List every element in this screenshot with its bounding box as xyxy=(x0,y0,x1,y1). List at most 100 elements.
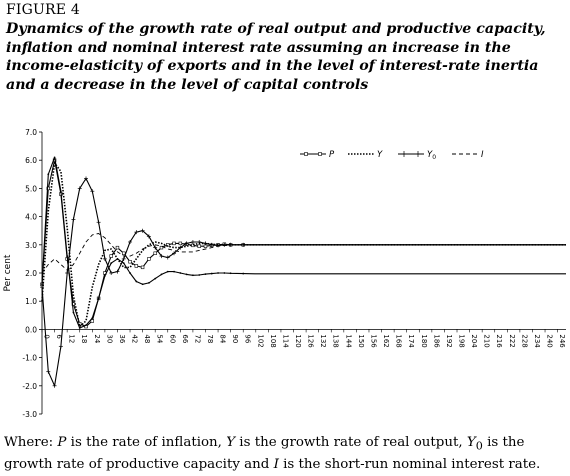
data-point xyxy=(129,272,131,274)
y-tick-label: 2.0 xyxy=(25,269,37,278)
data-point-p xyxy=(109,254,113,258)
legend-item-y0: Y0 xyxy=(398,150,436,161)
data-point xyxy=(229,272,232,275)
x-tick-label: 48 xyxy=(143,334,151,343)
series-i xyxy=(41,233,566,274)
footnote-p-text: is the rate of inflation, xyxy=(66,435,227,450)
series-lower xyxy=(41,156,566,329)
footnote-prefix: Where: xyxy=(4,435,58,450)
x-tick-label: 6 xyxy=(55,334,63,339)
x-tick-label: 246 xyxy=(558,334,566,348)
x-tick-label: 204 xyxy=(470,334,478,348)
footnote-y-text: is the growth rate of real output, xyxy=(235,435,467,450)
x-tick-label: 228 xyxy=(520,334,528,347)
x-tick-label: 150 xyxy=(357,334,365,347)
data-point xyxy=(141,283,144,286)
x-tick-label: 54 xyxy=(156,334,164,343)
legend-label: P xyxy=(329,150,335,160)
series-line-y0 xyxy=(41,177,566,387)
x-tick-label: 102 xyxy=(256,334,264,347)
data-point xyxy=(147,281,150,284)
series-lines xyxy=(40,156,566,388)
data-point xyxy=(173,270,175,273)
data-point xyxy=(223,272,226,274)
data-point xyxy=(85,324,87,327)
legend-label: Y xyxy=(377,150,383,160)
data-point xyxy=(72,311,75,314)
series-y0 xyxy=(40,176,566,388)
data-point-p xyxy=(197,244,201,248)
x-tick-label: 120 xyxy=(294,334,302,347)
x-tick-label: 96 xyxy=(244,334,252,343)
x-tick-label: 216 xyxy=(495,334,503,348)
x-tick-label: 144 xyxy=(344,334,352,348)
footnote-i-text: is the short-run nominal interest rate. xyxy=(278,456,541,472)
series-line-i xyxy=(41,233,566,274)
x-tick-label: 174 xyxy=(407,334,415,348)
data-point-p xyxy=(128,260,132,264)
y-tick-label: 6.0 xyxy=(25,156,37,165)
figure-label: FIGURE 4 xyxy=(6,2,80,18)
line-chart: 7.06.05.04.03.02.01.00.0-1.0-2.0-3.00 6 12… xyxy=(3,128,566,419)
data-point xyxy=(103,274,106,277)
data-point-p xyxy=(159,245,164,250)
legend-marker xyxy=(318,152,322,156)
x-tick-label: 138 xyxy=(332,334,340,347)
data-point xyxy=(166,270,169,273)
footnote-i-symbol: I xyxy=(273,456,279,472)
series-y xyxy=(41,162,566,328)
series-line-p xyxy=(41,159,566,328)
data-point xyxy=(41,283,43,286)
x-tick-label: 78 xyxy=(206,334,214,343)
x-tick-label: 114 xyxy=(281,334,289,348)
data-point xyxy=(185,273,188,276)
legend-label: I xyxy=(481,150,484,160)
x-tick-label: 0 xyxy=(43,334,51,338)
x-tick-label: 198 xyxy=(458,334,466,347)
x-tick-label: 240 xyxy=(546,334,554,347)
legend-item-y: Y xyxy=(348,150,383,160)
series-p xyxy=(40,158,566,329)
legend-item-p: P xyxy=(300,150,335,160)
footnote: Where: P is the rate of inflation, Y is … xyxy=(4,434,566,474)
y-tick-label: 1.0 xyxy=(25,297,37,306)
data-point-p xyxy=(153,251,157,255)
legend-item-i: I xyxy=(452,150,484,160)
x-tick-label: 192 xyxy=(445,334,453,347)
x-tick-label: 210 xyxy=(483,334,491,347)
x-tick-label: 186 xyxy=(432,334,440,348)
data-point xyxy=(160,273,163,276)
data-point xyxy=(66,255,69,257)
legend: P Y Y0 I xyxy=(300,150,484,161)
data-point xyxy=(47,173,50,176)
x-tick-label: 12 xyxy=(68,334,76,343)
x-tick-label: 126 xyxy=(307,334,315,348)
footnote-y0-symbol: Y xyxy=(466,435,476,450)
y-tick-label: -3.0 xyxy=(22,410,37,419)
y-tick-label: 7.0 xyxy=(25,128,37,137)
x-tick-label: 222 xyxy=(508,334,516,347)
data-point-p xyxy=(134,264,139,268)
x-tick-label: 108 xyxy=(269,334,277,347)
data-point-p xyxy=(90,319,95,323)
data-point xyxy=(179,272,182,274)
x-tick-label: 36 xyxy=(118,334,126,343)
series-line-y xyxy=(41,162,566,328)
data-point xyxy=(78,327,81,329)
x-tick-label: 60 xyxy=(168,334,176,343)
data-point xyxy=(210,272,213,275)
data-point xyxy=(59,190,62,193)
data-point-p xyxy=(147,257,151,261)
data-point xyxy=(110,262,113,265)
x-tick-label: 234 xyxy=(533,334,541,348)
data-point xyxy=(192,274,194,277)
footnote-y-symbol: Y xyxy=(226,435,236,450)
y-tick-label: -2.0 xyxy=(22,382,37,391)
series-line-lower xyxy=(41,156,566,329)
y-tick-label: -1.0 xyxy=(22,354,37,363)
data-point xyxy=(204,273,207,276)
x-tick-label: 84 xyxy=(219,334,227,343)
x-tick-label: 24 xyxy=(93,334,101,343)
x-tick-label: 66 xyxy=(181,334,189,343)
data-point-p xyxy=(46,186,50,191)
